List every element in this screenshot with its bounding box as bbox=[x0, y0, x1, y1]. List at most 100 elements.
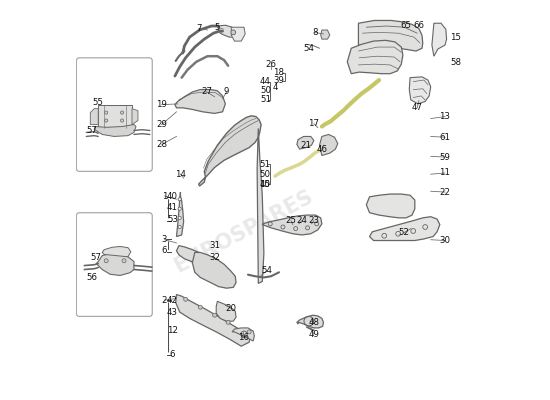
Text: 17: 17 bbox=[309, 119, 320, 128]
Text: 47: 47 bbox=[412, 103, 423, 112]
Circle shape bbox=[178, 226, 182, 228]
Polygon shape bbox=[177, 246, 227, 278]
Text: 57: 57 bbox=[90, 253, 101, 262]
Text: 5: 5 bbox=[214, 23, 220, 32]
Polygon shape bbox=[366, 194, 415, 218]
Circle shape bbox=[120, 111, 124, 114]
Polygon shape bbox=[321, 30, 330, 39]
Polygon shape bbox=[257, 128, 264, 284]
Circle shape bbox=[226, 320, 230, 324]
Text: 2: 2 bbox=[162, 296, 167, 305]
Polygon shape bbox=[347, 40, 403, 74]
Text: 45: 45 bbox=[259, 180, 270, 189]
Text: 59: 59 bbox=[439, 152, 450, 162]
Text: 49: 49 bbox=[309, 330, 320, 339]
Circle shape bbox=[178, 207, 182, 210]
Text: 4: 4 bbox=[273, 84, 278, 92]
Polygon shape bbox=[96, 254, 134, 276]
Text: 54: 54 bbox=[262, 266, 273, 275]
Text: 56: 56 bbox=[86, 273, 97, 282]
Text: 40: 40 bbox=[167, 192, 178, 200]
Circle shape bbox=[104, 119, 108, 122]
Text: 50: 50 bbox=[260, 86, 271, 95]
Polygon shape bbox=[192, 252, 236, 288]
Text: 9: 9 bbox=[224, 88, 229, 96]
Text: 15: 15 bbox=[450, 33, 461, 42]
Text: 3: 3 bbox=[162, 235, 167, 244]
Polygon shape bbox=[177, 192, 184, 236]
Text: 20: 20 bbox=[225, 304, 236, 312]
Polygon shape bbox=[409, 77, 431, 104]
Polygon shape bbox=[297, 315, 323, 328]
Polygon shape bbox=[132, 109, 138, 124]
Text: 23: 23 bbox=[309, 216, 320, 225]
Text: 6: 6 bbox=[162, 246, 167, 255]
Text: 1: 1 bbox=[162, 192, 167, 200]
Circle shape bbox=[120, 119, 124, 122]
Text: 8: 8 bbox=[312, 28, 317, 37]
Polygon shape bbox=[262, 215, 322, 235]
Circle shape bbox=[104, 111, 108, 114]
Text: 14: 14 bbox=[175, 170, 186, 179]
Text: 51: 51 bbox=[260, 95, 271, 104]
Circle shape bbox=[213, 313, 217, 317]
Text: 31: 31 bbox=[209, 241, 220, 250]
Text: 61: 61 bbox=[439, 133, 450, 142]
Circle shape bbox=[178, 198, 182, 201]
Polygon shape bbox=[297, 136, 314, 149]
Polygon shape bbox=[98, 105, 132, 128]
Polygon shape bbox=[359, 20, 423, 51]
Text: EUROSPARES: EUROSPARES bbox=[170, 187, 316, 277]
Text: 41: 41 bbox=[167, 204, 178, 212]
Polygon shape bbox=[217, 25, 235, 37]
Polygon shape bbox=[216, 301, 236, 321]
Polygon shape bbox=[175, 294, 250, 346]
Circle shape bbox=[184, 297, 188, 301]
Text: 42: 42 bbox=[167, 296, 178, 305]
Circle shape bbox=[178, 216, 182, 220]
Text: 48: 48 bbox=[309, 318, 320, 327]
Polygon shape bbox=[94, 124, 136, 136]
Text: 16: 16 bbox=[238, 332, 249, 342]
Circle shape bbox=[247, 330, 251, 334]
Text: 30: 30 bbox=[439, 236, 450, 245]
Text: 26: 26 bbox=[266, 60, 277, 70]
Polygon shape bbox=[320, 134, 338, 156]
Text: 25: 25 bbox=[285, 216, 296, 225]
FancyBboxPatch shape bbox=[76, 213, 152, 316]
Text: 18: 18 bbox=[273, 68, 284, 77]
Text: 27: 27 bbox=[201, 88, 212, 96]
Text: 54: 54 bbox=[303, 44, 314, 53]
Polygon shape bbox=[370, 217, 440, 240]
Text: 12: 12 bbox=[167, 326, 178, 335]
Text: 24: 24 bbox=[296, 216, 307, 225]
Text: 10: 10 bbox=[259, 180, 270, 190]
Text: 66: 66 bbox=[413, 21, 424, 30]
Polygon shape bbox=[232, 328, 254, 341]
Polygon shape bbox=[102, 246, 131, 257]
Polygon shape bbox=[432, 23, 447, 56]
Text: 53: 53 bbox=[167, 215, 178, 224]
Text: 13: 13 bbox=[439, 112, 450, 121]
Text: 50: 50 bbox=[259, 170, 270, 179]
Text: 21: 21 bbox=[300, 141, 311, 150]
Text: 11: 11 bbox=[439, 168, 450, 178]
Circle shape bbox=[231, 30, 236, 35]
Polygon shape bbox=[175, 90, 226, 114]
Polygon shape bbox=[199, 116, 261, 186]
Text: 43: 43 bbox=[167, 308, 178, 316]
Text: 7: 7 bbox=[196, 24, 201, 33]
Text: 52: 52 bbox=[399, 228, 410, 237]
Text: 51: 51 bbox=[259, 160, 270, 169]
Circle shape bbox=[122, 259, 126, 263]
Polygon shape bbox=[232, 27, 245, 41]
Text: 57: 57 bbox=[86, 126, 97, 135]
Polygon shape bbox=[90, 109, 98, 124]
Text: 55: 55 bbox=[93, 98, 104, 107]
Text: 22: 22 bbox=[439, 188, 450, 196]
FancyBboxPatch shape bbox=[76, 58, 152, 171]
Circle shape bbox=[199, 305, 202, 309]
Text: 32: 32 bbox=[209, 253, 220, 262]
Text: 58: 58 bbox=[450, 58, 461, 68]
Text: 29: 29 bbox=[156, 120, 167, 129]
